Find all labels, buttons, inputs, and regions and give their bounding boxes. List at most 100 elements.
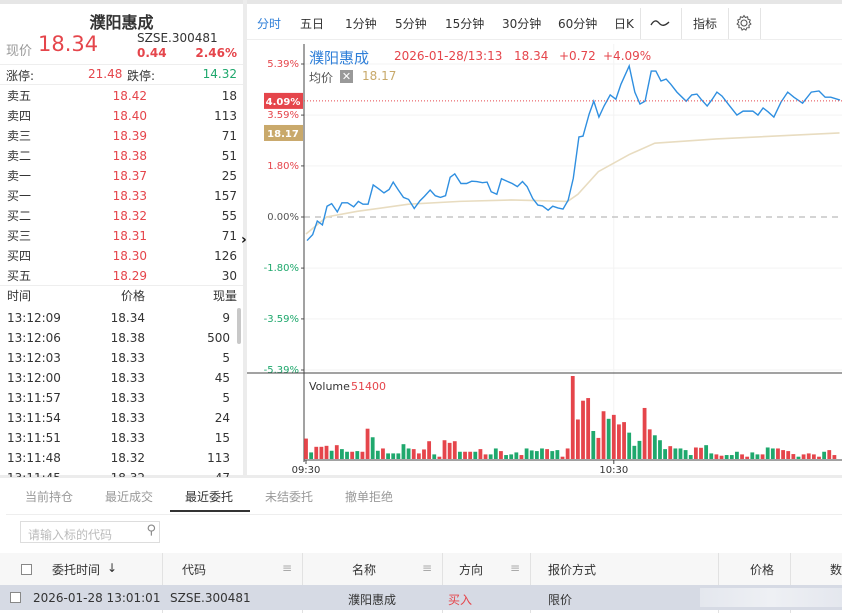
trade-time: 13:11:54 <box>7 411 61 425</box>
volume-bar <box>642 407 647 459</box>
orders-tab[interactable]: 撤单拒绝 <box>345 490 394 504</box>
x-tick-label: 10:30 <box>599 465 628 476</box>
sort-desc-icon[interactable]: ↓ <box>107 561 118 575</box>
volume-bar <box>416 453 421 459</box>
col-price[interactable]: 价格 <box>750 563 775 577</box>
volume-bar <box>709 453 714 459</box>
volume-bar <box>760 454 765 459</box>
col-time[interactable]: 委托时间 <box>52 563 101 577</box>
period-tab[interactable]: 15分钟 <box>445 17 485 31</box>
volume-bar <box>406 448 411 459</box>
level-label: 买一 <box>7 189 32 203</box>
volume-bar <box>458 451 462 459</box>
order-book-row[interactable]: 买三 18.31 71 <box>0 226 243 246</box>
row-side: 买入 <box>448 593 473 607</box>
period-tab[interactable]: 60分钟 <box>558 17 598 31</box>
trade-volume: 45 <box>214 371 230 385</box>
volume-bar <box>683 450 688 459</box>
volume-bar <box>637 440 642 459</box>
period-tab[interactable]: 分时 <box>257 17 282 31</box>
y-tick-label: -3.59% <box>264 314 299 325</box>
orders-tab[interactable]: 未结委托 <box>265 490 314 504</box>
order-book-row[interactable]: 卖五 18.42 18 <box>0 86 243 106</box>
volume-bar <box>529 450 534 459</box>
col-name[interactable]: 名称 <box>352 563 377 577</box>
order-book-row[interactable]: 卖四 18.40 113 <box>0 106 243 126</box>
price-change-pct: 2.46% <box>195 46 237 60</box>
limit-up-value: 21.48 <box>88 67 123 81</box>
avg-toggle-close-icon[interactable]: ✕ <box>340 70 353 83</box>
volume-bar <box>340 449 344 459</box>
volume-bar <box>442 440 447 459</box>
order-book-row[interactable]: 卖一 18.37 25 <box>0 166 243 186</box>
trade-volume: 24 <box>214 411 230 425</box>
legend-change-pct: +4.09% <box>603 49 652 63</box>
volume-bar <box>596 437 601 459</box>
volume-bar <box>493 448 498 459</box>
volume-bar <box>693 447 698 459</box>
col-code-menu-icon[interactable]: ≡ <box>282 561 293 575</box>
volume-bar <box>724 455 729 459</box>
volume-bar <box>365 428 370 459</box>
level-label: 卖五 <box>7 89 32 103</box>
col-code[interactable]: 代码 <box>182 563 207 577</box>
order-book-row[interactable]: 买四 18.30 126 <box>0 246 243 266</box>
volume-bar <box>611 414 616 459</box>
volume-bar <box>658 440 662 459</box>
row-checkbox[interactable] <box>10 592 21 603</box>
search-icon[interactable]: ⚲ <box>146 523 156 538</box>
intraday-chart[interactable]: 5.39% 3.59% 1.80% 0.00% -1.80% -3.59% -5.39% 4.… <box>247 42 842 479</box>
order-book-row[interactable]: 卖三 18.39 71 <box>0 126 243 146</box>
volume-bar <box>422 449 426 459</box>
order-book-row[interactable]: 买二 18.32 55 <box>0 206 243 226</box>
symbol-search-input[interactable]: 请输入标的代码 ⚲ <box>20 521 160 543</box>
level-label: 卖二 <box>7 149 32 163</box>
y-tick-label: 5.39% <box>267 59 299 70</box>
volume-bar <box>663 449 667 459</box>
volume-bar <box>370 437 375 459</box>
level-price: 18.37 <box>112 169 147 183</box>
orders-tab[interactable]: 当前持仓 <box>25 490 74 504</box>
row-order-type: 限价 <box>548 593 573 607</box>
level-label: 卖四 <box>7 109 32 123</box>
volume-bar <box>617 424 621 459</box>
volume-bar <box>801 454 806 459</box>
period-tab[interactable]: 1分钟 <box>345 17 377 31</box>
avg-label: 均价 <box>309 71 334 85</box>
y-tick-label: 0.00% <box>267 212 299 223</box>
volume-bar <box>719 455 724 459</box>
volume-bar <box>524 448 529 459</box>
trade-price: 18.33 <box>110 391 145 405</box>
trade-volume: 5 <box>222 351 230 365</box>
order-book-row[interactable]: 卖二 18.38 51 <box>0 146 243 166</box>
period-tab[interactable]: 5分钟 <box>395 17 427 31</box>
period-tab[interactable]: 30分钟 <box>502 17 542 31</box>
trade-row: 13:12:06 18.38 500 <box>0 328 236 348</box>
col-qty[interactable]: 数 <box>830 563 842 577</box>
volume-bar <box>319 446 324 459</box>
table-row[interactable]: 2026-01-28 13:01:01 SZSE.300481 濮阳惠成 买入 … <box>0 585 842 610</box>
orders-tab[interactable]: 最近委托 <box>185 490 234 504</box>
volume-bar <box>540 448 544 459</box>
gear-icon[interactable] <box>735 14 753 32</box>
level-price: 18.29 <box>112 269 147 283</box>
col-name-menu-icon[interactable]: ≡ <box>422 561 433 575</box>
trade-time: 13:11:48 <box>7 451 61 465</box>
order-book-row[interactable]: 买五 18.29 30 <box>0 266 243 286</box>
line-style-icon[interactable] <box>650 17 670 29</box>
period-tab[interactable]: 五日 <box>300 17 325 31</box>
select-all-checkbox[interactable] <box>21 564 32 575</box>
order-book-row[interactable]: 买一 18.33 157 <box>0 186 243 206</box>
period-tab[interactable]: 日K <box>614 17 634 31</box>
trades-scrollbar[interactable] <box>237 308 241 344</box>
level-volume: 157 <box>214 189 237 203</box>
col-order-type[interactable]: 报价方式 <box>548 563 597 577</box>
collapse-handle-icon[interactable]: › <box>241 232 247 248</box>
indicator-button[interactable]: 指标 <box>693 17 718 31</box>
volume-bar <box>391 453 396 459</box>
y-tick-label: -1.80% <box>264 263 299 274</box>
trade-volume: 15 <box>214 431 230 445</box>
col-side[interactable]: 方向 <box>459 563 484 577</box>
orders-tab[interactable]: 最近成交 <box>105 490 154 504</box>
col-side-menu-icon[interactable]: ≡ <box>510 561 521 575</box>
